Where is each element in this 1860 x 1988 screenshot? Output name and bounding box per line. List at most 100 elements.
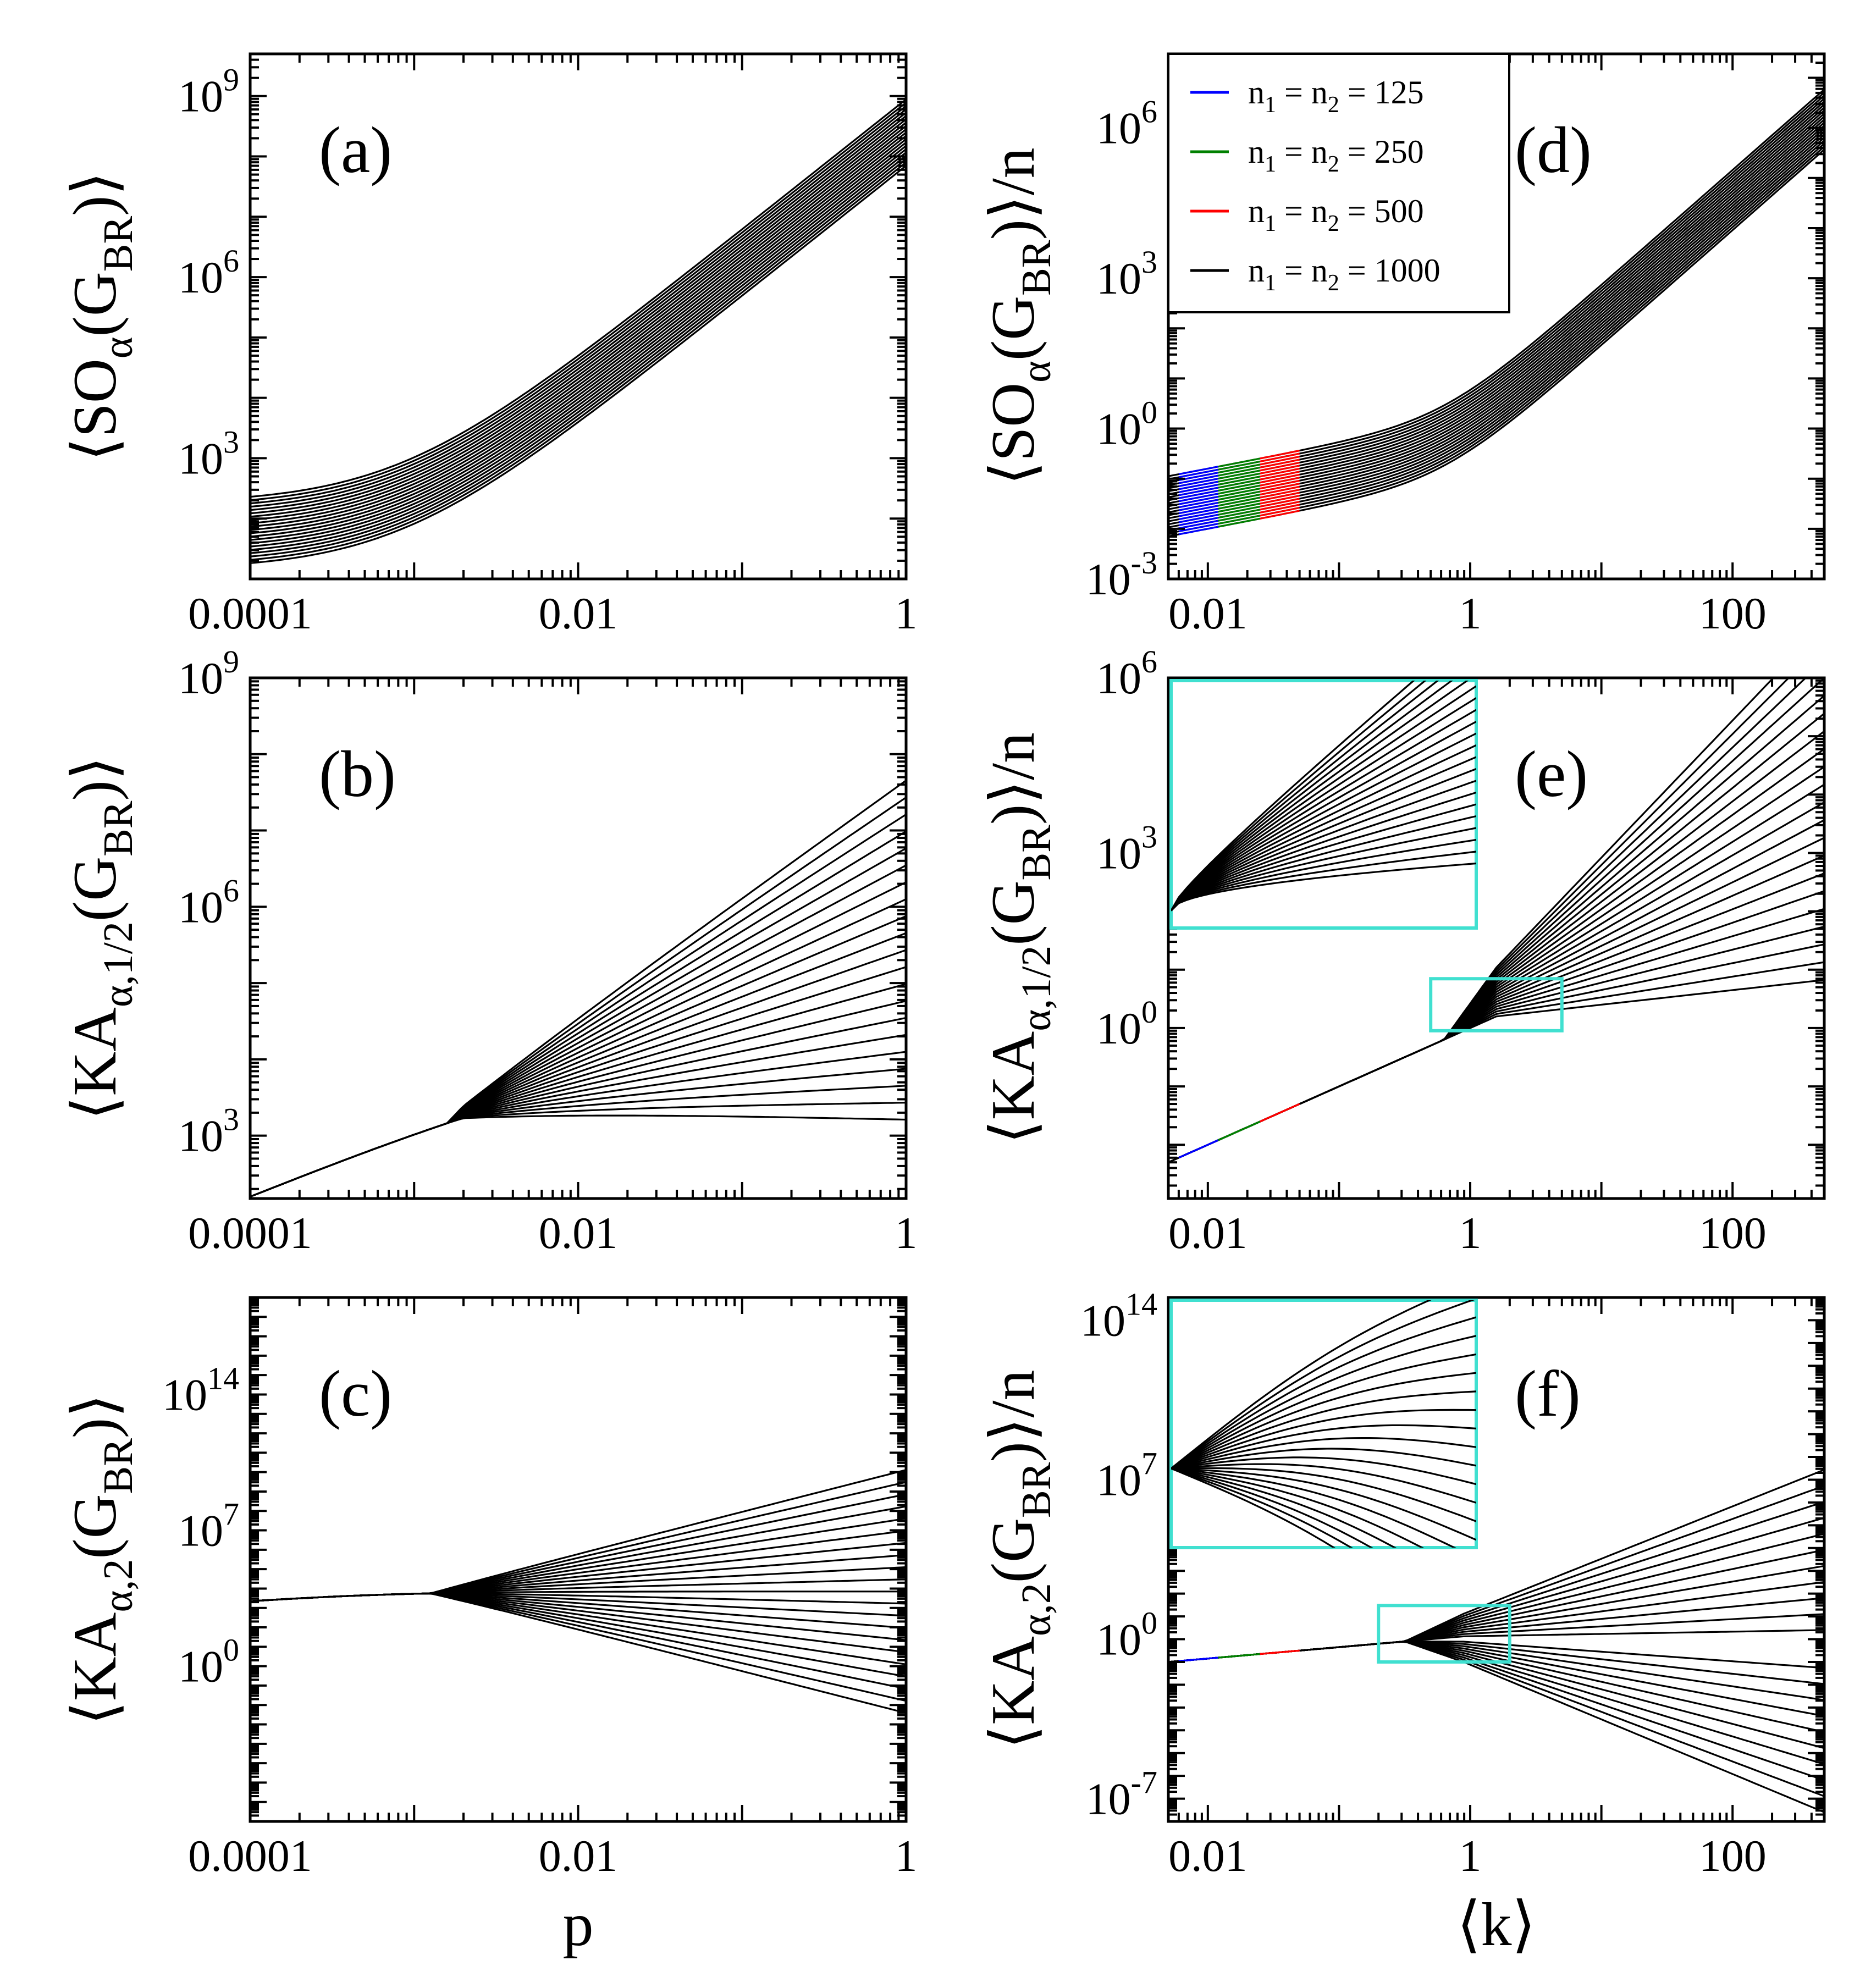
colored-seg-d-0-6: [1178, 507, 1219, 517]
colored-seg-d-2-6: [1260, 492, 1300, 502]
inset-series-e-3: [1171, 827, 1476, 912]
colored-seg-d-1-1: [1218, 515, 1261, 525]
ytick-label-a-2: 109: [178, 62, 239, 122]
series-a-9: [250, 135, 906, 534]
series-a-5: [250, 148, 906, 548]
ylabel-e: ⟨KAα,1/2(GBR)⟩/n: [979, 732, 1059, 1144]
series-b-20: [250, 780, 906, 1198]
ytick-label-b-1: 106: [178, 872, 239, 932]
inset-series-f-8: [1171, 1463, 1476, 1504]
colored-seg-f-0-20: [1178, 1656, 1218, 1662]
colored-seg-e-2-20: [1260, 1103, 1300, 1123]
colored-seg-d-1-3: [1218, 509, 1261, 519]
inset-series-f-6: [1171, 1467, 1476, 1541]
legend-d: n1 = n2 = 125 n1 = n2 = 250 n1 = n2 = 500 n…: [1167, 53, 1510, 313]
colored-seg-e-1-20: [1218, 1120, 1261, 1141]
curves-f: [1168, 1468, 1824, 1813]
ytick-label-b-2: 109: [178, 644, 239, 703]
inset-series-f-9: [1171, 1456, 1476, 1486]
colored-seg-d-0-11: [1178, 493, 1218, 502]
colored-seg-d-2-19: [1260, 452, 1300, 462]
colored-seg-d-1-14: [1218, 476, 1261, 486]
series-a-17: [250, 108, 906, 508]
inset-series-e-0: [1171, 862, 1476, 912]
ylabel-f: ⟨KAα,2(GBR)⟩/n: [979, 1370, 1059, 1749]
ytick-label-f-0: 10-7: [1086, 1765, 1157, 1824]
ytick-label-d-0: 10-3: [1086, 545, 1157, 604]
colored-seg-d-1-6: [1218, 499, 1261, 510]
legend-label-2: n1 = n2 = 500: [1248, 193, 1424, 236]
inset-series-f-15: [1171, 1372, 1476, 1470]
panel-label-b: (b): [319, 737, 396, 810]
colored-seg-d-2-11: [1260, 477, 1300, 487]
colored-seg-d-1-9: [1218, 490, 1261, 501]
curves-a: [250, 98, 906, 564]
xlabel-c: p: [563, 1891, 594, 1959]
legend-label-0: n1 = n2 = 125: [1248, 74, 1424, 118]
colored-seg-d-2-10: [1260, 479, 1300, 490]
colored-seg-d-1-10: [1218, 488, 1261, 498]
ytick-label-c-2: 1014: [162, 1360, 239, 1420]
colored-seg-d-2-15: [1260, 465, 1300, 474]
colored-seg-d-2-20: [1260, 450, 1300, 460]
colored-seg-d-0-19: [1178, 468, 1219, 478]
inset-series-e-10: [1171, 744, 1476, 912]
series-a-3: [250, 154, 906, 554]
ytick-label-d-1: 100: [1096, 395, 1157, 454]
ytick-label-d-3: 106: [1096, 94, 1157, 153]
colored-seg-d-0-2: [1178, 520, 1219, 529]
panel-f: 0.01 1 100 10-7 100 107 1014 (f) ⟨KAα,2(GBR)⟩/n ⟨…: [979, 1286, 1826, 1959]
inset-series-e-11: [1171, 732, 1476, 912]
colored-seg-d-2-17: [1260, 459, 1300, 468]
xtick-label-f-0: 0.01: [1168, 1831, 1248, 1881]
colored-seg-d-1-16: [1218, 470, 1261, 480]
ylabel-a: ⟨SOα(GBR)⟩: [61, 172, 141, 461]
inset-series-f-12: [1171, 1424, 1476, 1470]
series-a-20: [250, 98, 906, 498]
inset-series-e-15: [1171, 685, 1476, 912]
curves-c: [250, 1469, 906, 1714]
inset-curves-f: [1171, 1300, 1476, 1548]
inset-series-e-9: [1171, 756, 1476, 912]
colored-seg-d-0-5: [1178, 511, 1219, 521]
colored-seg-d-2-16: [1260, 461, 1300, 472]
xtick-label-a-2: 1: [895, 588, 918, 638]
inset-series-e-16: [1171, 681, 1469, 912]
colored-seg-d-0-3: [1178, 517, 1219, 527]
colored-seg-f-1-20: [1218, 1653, 1260, 1659]
colored-seg-d-1-2: [1218, 511, 1261, 522]
inset-series-e-4: [1171, 815, 1476, 912]
xtick-label-c-2: 1: [895, 1831, 918, 1881]
inset-series-e-14: [1171, 697, 1476, 912]
colored-seg-d-0-14: [1178, 483, 1219, 493]
xtick-label-d-0: 0.01: [1168, 588, 1248, 638]
colored-seg-d-2-0: [1260, 510, 1300, 520]
colored-seg-d-1-19: [1218, 460, 1261, 471]
xtick-label-e-1: 1: [1459, 1208, 1482, 1258]
colored-seg-e-0-20: [1178, 1139, 1219, 1159]
xtick-label-a-1: 0.01: [539, 588, 618, 638]
ytick-label-b-0: 103: [178, 1102, 239, 1161]
colored-seg-d-2-18: [1260, 455, 1300, 466]
series-a-4: [250, 151, 906, 551]
xtick-label-c-0: 0.0001: [188, 1831, 312, 1881]
colored-seg-d-1-12: [1218, 482, 1261, 492]
colored-seg-d-2-1: [1260, 506, 1300, 517]
xtick-label-e-0: 0.01: [1168, 1208, 1248, 1258]
ytick-label-e-1: 103: [1096, 819, 1157, 878]
colored-seg-d-2-3: [1260, 500, 1300, 511]
panel-e: 0.01 1 100 100 103 106 (e) ⟨KAα,1/2(GBR)⟩/n: [979, 644, 1826, 1258]
colored-seg-d-1-15: [1218, 472, 1261, 483]
colored-seg-d-0-12: [1178, 489, 1219, 499]
series-a-0: [250, 165, 906, 564]
inset-series-f-13: [1171, 1409, 1476, 1470]
colored-seg-d-1-11: [1218, 484, 1261, 495]
colored-seg-d-0-18: [1178, 472, 1219, 482]
ytick-label-e-0: 100: [1096, 994, 1157, 1053]
colored-seg-d-1-4: [1218, 505, 1261, 516]
ytick-label-e-2: 106: [1096, 644, 1157, 703]
colored-seg-d-1-17: [1218, 466, 1261, 477]
zoom-box-f: [1377, 1604, 1511, 1664]
colored-seg-d-0-16: [1178, 478, 1219, 487]
colored-seg-d-0-7: [1178, 505, 1219, 515]
